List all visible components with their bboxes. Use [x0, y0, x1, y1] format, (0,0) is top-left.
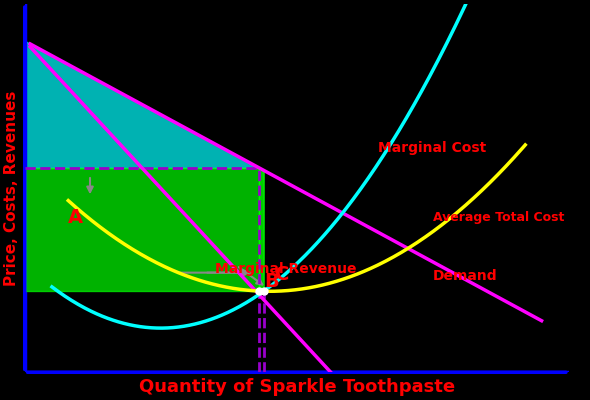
- Text: Average Total Cost: Average Total Cost: [432, 211, 564, 224]
- Text: Marginal Cost: Marginal Cost: [378, 141, 487, 155]
- Polygon shape: [25, 168, 259, 291]
- Text: Demand: Demand: [432, 269, 497, 283]
- Text: B: B: [264, 272, 279, 291]
- Y-axis label: Price, Costs, Revenues: Price, Costs, Revenues: [4, 90, 19, 286]
- Text: A: A: [68, 208, 83, 227]
- X-axis label: Quantity of Sparkle Toothpaste: Quantity of Sparkle Toothpaste: [139, 378, 455, 396]
- Text: C: C: [274, 265, 289, 284]
- Text: Marginal Revenue: Marginal Revenue: [215, 262, 356, 276]
- Polygon shape: [25, 41, 259, 168]
